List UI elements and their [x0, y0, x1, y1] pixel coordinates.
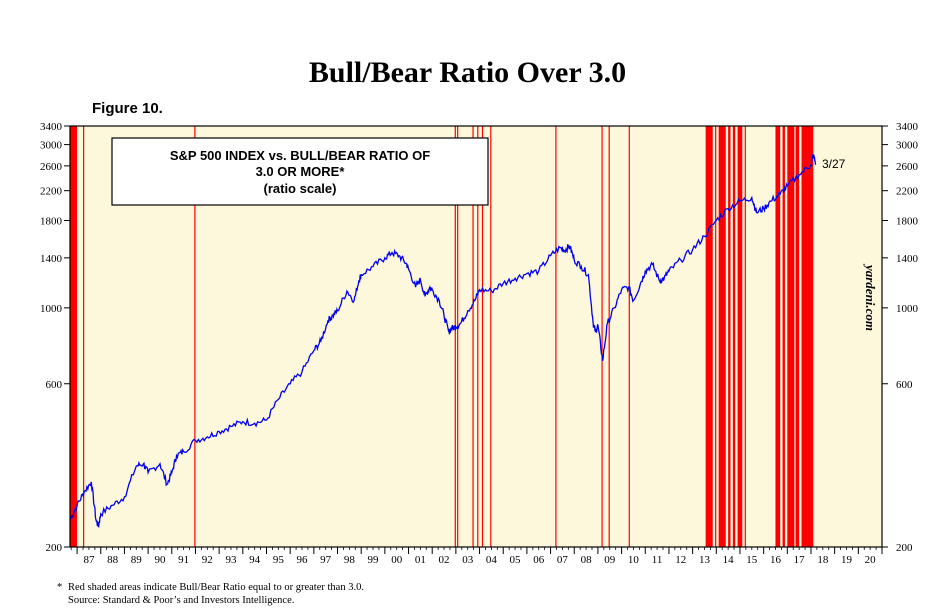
- x-tick-label-87: 87: [83, 554, 95, 566]
- x-tick-label-88: 88: [107, 554, 119, 566]
- footnote-line1: * Red shaded areas indicate Bull/Bear Rat…: [57, 582, 364, 593]
- x-tick-label-17: 17: [794, 554, 806, 566]
- shaded-period-12: [628, 126, 630, 547]
- y-tick-label-left-1800: 1800: [40, 216, 63, 228]
- y-tick-label-right-3400: 3400: [896, 121, 919, 133]
- x-tick-label-12: 12: [675, 554, 686, 566]
- x-tick-label-01: 01: [415, 554, 426, 566]
- x-tick-label-98: 98: [344, 554, 356, 566]
- sp500-line: [69, 153, 817, 528]
- footnote-line2: Source: Standard & Poor’s and Investors …: [68, 595, 295, 606]
- legend-box: [111, 137, 489, 206]
- y-tick-label-right-1800: 1800: [896, 216, 919, 228]
- x-tick-label-18: 18: [817, 554, 829, 566]
- chart-subtitle-line1: S&P 500 INDEX vs. BULL/BEAR RATIO OF: [170, 148, 430, 163]
- y-tick-label-left-2200: 2200: [40, 186, 63, 198]
- y-tick-label-right-2600: 2600: [896, 161, 919, 173]
- shaded-period-0: [70, 126, 78, 547]
- shaded-period-18: [737, 126, 743, 547]
- shaded-period-20: [775, 126, 781, 547]
- shaded-period-6: [477, 126, 479, 547]
- shaded-period-1: [83, 126, 85, 547]
- shaded-period-15: [718, 126, 726, 547]
- x-tick-label-08: 08: [581, 554, 593, 566]
- y-tick-label-right-2200: 2200: [896, 186, 919, 198]
- x-tick-label-13: 13: [699, 554, 711, 566]
- y-tick-label-right-1000: 1000: [896, 303, 919, 315]
- shaded-period-17: [732, 126, 736, 547]
- y-tick-label-left-600: 600: [46, 379, 63, 391]
- shaded-period-24: [801, 126, 814, 547]
- x-tick-label-11: 11: [652, 554, 663, 566]
- shaded-period-23: [795, 126, 800, 547]
- x-tick-label-09: 09: [604, 554, 616, 566]
- x-tick-label-05: 05: [510, 554, 522, 566]
- x-tick-label-97: 97: [320, 554, 332, 566]
- x-tick-label-10: 10: [628, 554, 640, 566]
- x-tick-label-95: 95: [273, 554, 285, 566]
- x-tick-label-93: 93: [225, 554, 237, 566]
- y-tick-label-left-1000: 1000: [40, 303, 63, 315]
- x-tick-label-07: 07: [557, 554, 569, 566]
- x-tick-label-90: 90: [154, 554, 166, 566]
- y-tick-label-left-1400: 1400: [40, 253, 63, 265]
- x-tick-label-20: 20: [865, 554, 877, 566]
- y-tick-label-right-3000: 3000: [896, 140, 919, 152]
- footnote-text-1: Red shaded areas indicate Bull/Bear Rati…: [68, 582, 364, 593]
- y-tick-label-right-600: 600: [896, 379, 913, 391]
- shaded-period-13: [705, 126, 713, 547]
- shaded-period-9: [555, 126, 557, 547]
- x-tick-label-94: 94: [249, 554, 261, 566]
- shaded-period-22: [787, 126, 795, 547]
- shaded-period-19: [744, 126, 746, 547]
- chart-subtitle-line2: 3.0 OR MORE*: [256, 164, 346, 179]
- x-tick-label-92: 92: [202, 554, 213, 566]
- y-tick-label-right-1400: 1400: [896, 253, 919, 265]
- x-tick-label-03: 03: [462, 554, 474, 566]
- shaded-period-5: [472, 126, 474, 547]
- shaded-period-7: [481, 126, 484, 547]
- shaded-period-10: [601, 126, 603, 547]
- y-tick-label-left-3400: 3400: [40, 121, 63, 133]
- y-tick-label-left-2600: 2600: [40, 161, 63, 173]
- x-tick-label-96: 96: [297, 554, 309, 566]
- x-tick-label-14: 14: [723, 554, 735, 566]
- shaded-period-8: [490, 126, 492, 547]
- plot-frame: [69, 125, 883, 548]
- x-tick-label-06: 06: [533, 554, 545, 566]
- shaded-period-2: [194, 126, 196, 547]
- x-tick-label-04: 04: [486, 554, 498, 566]
- shaded-period-11: [608, 126, 610, 547]
- chart-title: Bull/Bear Ratio Over 3.0: [308, 56, 627, 89]
- yardeni-watermark: yardeni.com: [863, 263, 878, 331]
- x-tick-label-19: 19: [841, 554, 853, 566]
- end-label: 3/27: [822, 157, 846, 171]
- chart-subtitle-line3: (ratio scale): [264, 181, 337, 196]
- y-tick-label-right-200: 200: [896, 542, 913, 554]
- x-tick-label-16: 16: [770, 554, 782, 566]
- x-tick-label-02: 02: [439, 554, 450, 566]
- shaded-period-21: [782, 126, 785, 547]
- x-tick-label-89: 89: [131, 554, 143, 566]
- y-tick-label-left-200: 200: [46, 542, 63, 554]
- x-tick-label-91: 91: [178, 554, 189, 566]
- y-tick-label-left-3000: 3000: [40, 140, 63, 152]
- x-tick-label-00: 00: [391, 554, 403, 566]
- x-tick-label-99: 99: [368, 554, 380, 566]
- shaded-period-3: [454, 126, 456, 547]
- x-tick-label-15: 15: [746, 554, 758, 566]
- shaded-period-14: [715, 126, 717, 547]
- footnote-star: *: [57, 582, 63, 593]
- figure-label: Figure 10.: [92, 100, 163, 117]
- shaded-period-4: [457, 126, 459, 547]
- shaded-period-16: [728, 126, 731, 547]
